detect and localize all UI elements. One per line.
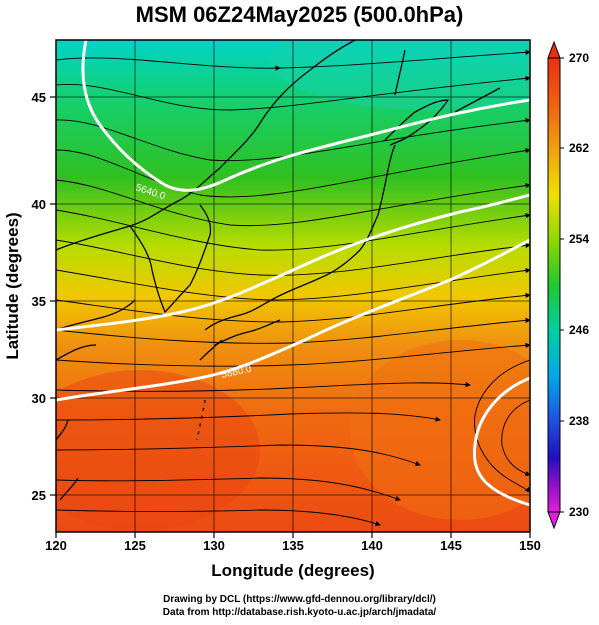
x-tick-label: 145 <box>440 538 462 553</box>
credit-drawing: Drawing by DCL (https://www.gfd-dennou.o… <box>163 594 436 605</box>
y-tick-label: 25 <box>32 488 46 503</box>
map-grid <box>56 40 530 532</box>
credit-data-source: Data from http://database.rish.kyoto-u.a… <box>162 607 437 618</box>
y-tick-label: 35 <box>32 294 46 309</box>
y-tick-label: 45 <box>32 90 46 105</box>
colorbar-tick-label: 246 <box>569 323 589 337</box>
colorbar-tick-label: 254 <box>569 232 589 246</box>
x-tick-label: 135 <box>282 538 304 553</box>
colorbar-tick-label: 262 <box>569 141 589 155</box>
contour-southeast <box>472 376 530 507</box>
x-tick-label: 120 <box>45 538 67 553</box>
y-axis-title: Latitude (degrees) <box>3 212 22 359</box>
x-axis-title: Longitude (degrees) <box>211 561 374 580</box>
x-tick-label: 150 <box>519 538 541 553</box>
height-contours <box>56 40 530 507</box>
y-tick-marks <box>50 96 56 496</box>
colorbar: 270 262 254 246 238 230 <box>547 40 589 530</box>
x-tick-marks <box>55 532 531 538</box>
contour-mid <box>56 193 530 332</box>
y-tick-label: 40 <box>32 197 46 212</box>
y-tick-label: 30 <box>32 391 46 406</box>
colorbar-tick-label: 270 <box>569 51 589 65</box>
map-title: MSM 06Z24May2025 (500.0hPa) <box>135 2 464 27</box>
colorbar-tick-label: 230 <box>569 505 589 519</box>
x-tick-label: 140 <box>361 538 383 553</box>
contour-north <box>81 40 530 192</box>
x-tick-label: 130 <box>203 538 225 553</box>
contour-south <box>56 238 530 402</box>
x-tick-label: 125 <box>124 538 146 553</box>
colorbar-tick-label: 238 <box>569 414 589 428</box>
